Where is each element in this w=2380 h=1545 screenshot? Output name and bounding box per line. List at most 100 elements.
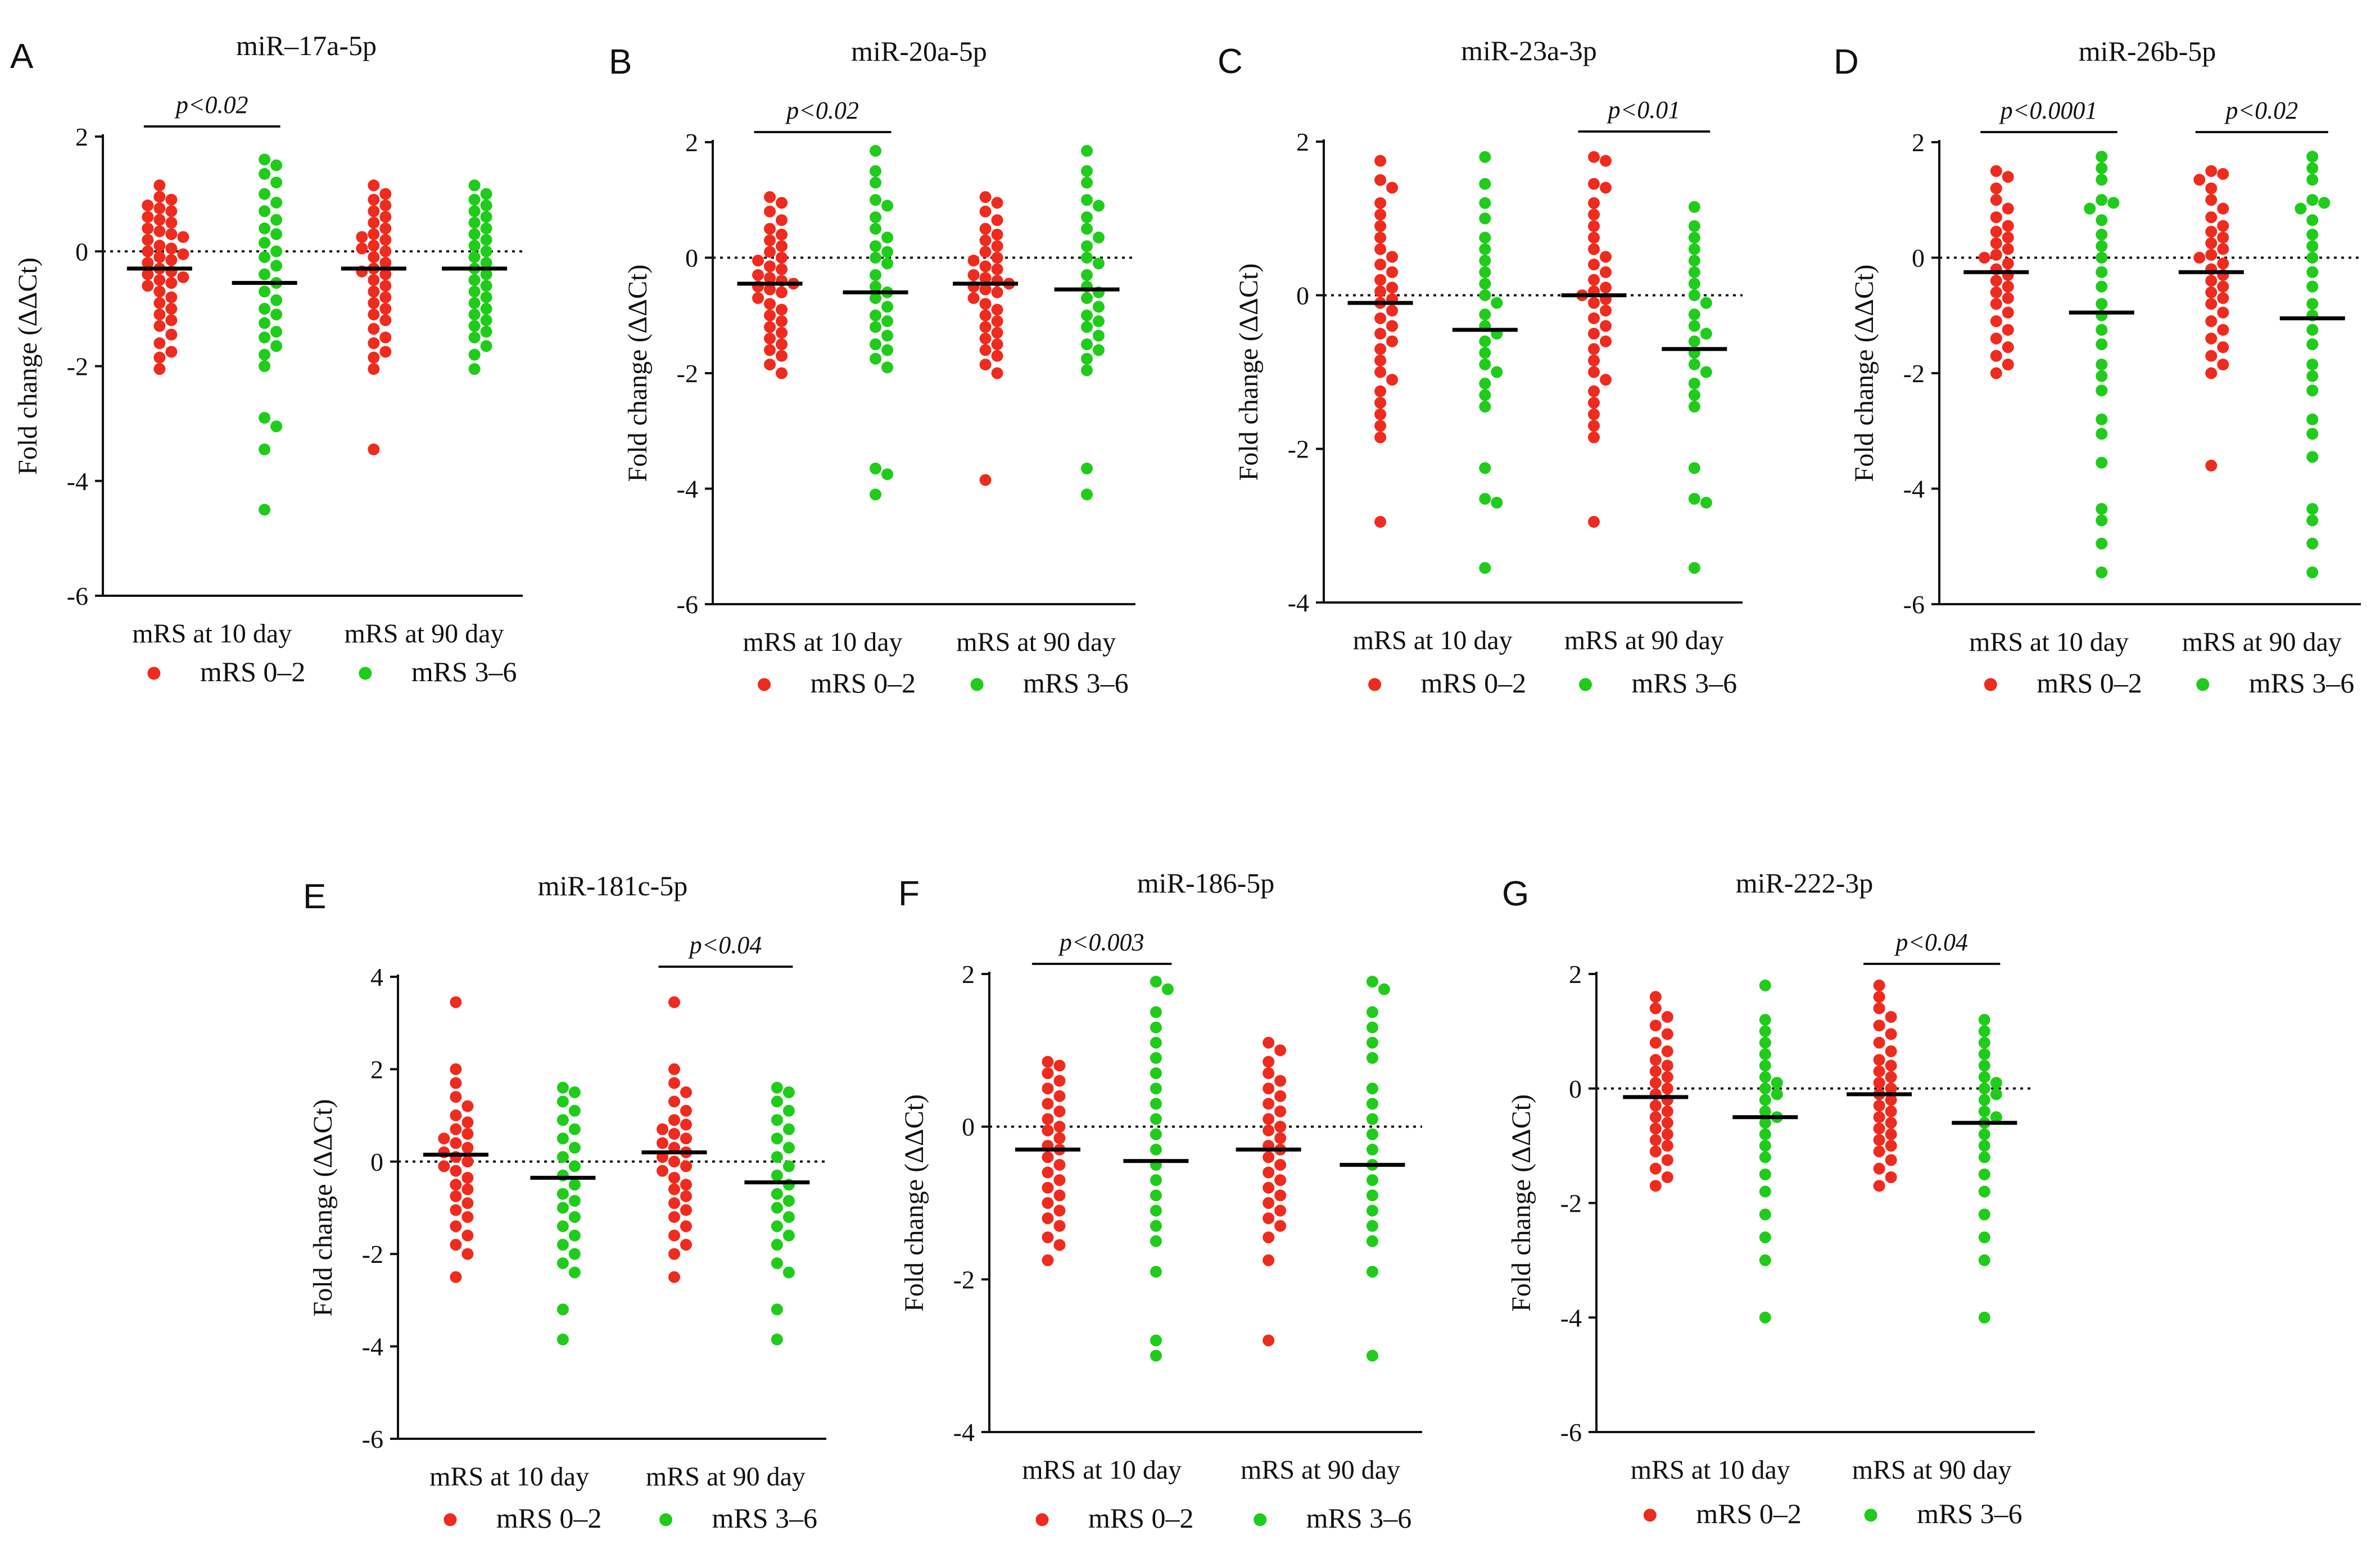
data-point bbox=[2096, 359, 2108, 371]
legend-label: mRS 0–2 bbox=[496, 1502, 602, 1534]
data-point bbox=[1081, 144, 1093, 157]
data-point bbox=[1873, 1002, 1885, 1014]
data-point bbox=[1688, 220, 1700, 232]
data-point bbox=[1374, 174, 1387, 186]
data-point bbox=[668, 1172, 680, 1184]
panel-letter-d: D bbox=[1834, 43, 1859, 81]
data-point bbox=[1093, 200, 1105, 212]
data-point bbox=[1374, 516, 1387, 528]
data-point bbox=[1150, 1067, 1162, 1080]
data-point bbox=[1990, 248, 2002, 261]
data-point bbox=[1990, 350, 2002, 362]
y-axis-label: Fold change (ΔΔCt) bbox=[899, 1094, 929, 1312]
series-a-3 bbox=[442, 179, 508, 375]
y-axis-label: Fold change (ΔΔCt) bbox=[1849, 265, 1879, 482]
data-point bbox=[1274, 1159, 1287, 1171]
data-point bbox=[1263, 1151, 1275, 1163]
data-point bbox=[2096, 266, 2108, 278]
data-point bbox=[1274, 1075, 1287, 1087]
data-point bbox=[752, 255, 764, 267]
data-point bbox=[764, 359, 776, 371]
data-point bbox=[468, 179, 481, 192]
data-point bbox=[153, 363, 166, 375]
data-point bbox=[1150, 1189, 1162, 1202]
data-point bbox=[1588, 343, 1600, 355]
series-b-3 bbox=[1054, 144, 1120, 501]
data-point bbox=[1885, 1028, 1897, 1040]
data-point bbox=[468, 348, 481, 361]
data-point bbox=[1759, 1231, 1771, 1244]
data-point bbox=[1274, 1189, 1287, 1202]
data-point bbox=[2217, 243, 2229, 255]
series-b-2 bbox=[953, 191, 1019, 486]
data-point bbox=[480, 200, 492, 212]
data-point bbox=[1873, 991, 1885, 1003]
data-point bbox=[1150, 1143, 1162, 1156]
data-point bbox=[1081, 364, 1093, 377]
data-point bbox=[2306, 566, 2319, 578]
data-point bbox=[764, 298, 776, 310]
data-point bbox=[1759, 1117, 1771, 1129]
y-tick-label: -2 bbox=[1903, 359, 1925, 388]
y-tick-label: 0 bbox=[1296, 281, 1309, 310]
data-point bbox=[368, 193, 380, 206]
data-point bbox=[468, 309, 481, 321]
data-point bbox=[153, 351, 166, 364]
data-point bbox=[2096, 456, 2108, 469]
data-point bbox=[1759, 1140, 1771, 1152]
data-point bbox=[680, 1220, 692, 1233]
data-point bbox=[1263, 1254, 1275, 1266]
data-point bbox=[1688, 232, 1700, 244]
data-point bbox=[1053, 1075, 1066, 1087]
data-point bbox=[1978, 1059, 1990, 1072]
data-point bbox=[1600, 282, 1612, 294]
data-point bbox=[1479, 562, 1491, 574]
data-point bbox=[1990, 332, 2002, 345]
data-point bbox=[1978, 252, 1990, 264]
data-point bbox=[870, 352, 882, 365]
data-point bbox=[468, 363, 481, 375]
y-tick-label: 0 bbox=[1912, 244, 1925, 273]
data-point bbox=[568, 1248, 581, 1260]
data-point bbox=[764, 260, 776, 273]
data-point bbox=[1093, 315, 1105, 328]
data-point bbox=[1150, 1082, 1162, 1095]
data-point bbox=[2002, 280, 2014, 293]
data-point bbox=[2205, 367, 2218, 379]
data-point bbox=[2096, 338, 2108, 351]
data-point bbox=[979, 283, 992, 296]
data-point bbox=[1759, 979, 1771, 991]
data-point bbox=[680, 1179, 692, 1191]
legend-label: mRS 3–6 bbox=[712, 1502, 817, 1534]
p-value-label: p<0.02 bbox=[2224, 97, 2298, 124]
data-point bbox=[1649, 1099, 1662, 1112]
data-point bbox=[881, 468, 894, 481]
series-e-1 bbox=[530, 1081, 596, 1345]
data-point bbox=[2205, 225, 2218, 238]
data-point bbox=[270, 260, 283, 272]
data-point bbox=[1081, 194, 1093, 206]
data-point bbox=[1661, 1117, 1673, 1129]
data-point bbox=[2096, 298, 2108, 310]
series-c-1 bbox=[1452, 151, 1518, 574]
data-point bbox=[870, 269, 882, 281]
data-point bbox=[1479, 243, 1491, 255]
data-point bbox=[1366, 1098, 1378, 1110]
data-point bbox=[776, 252, 788, 264]
data-point bbox=[368, 309, 380, 321]
data-point bbox=[379, 200, 392, 212]
data-point bbox=[1263, 1098, 1275, 1110]
panel-title-d: miR-26b-5p bbox=[2079, 35, 2216, 67]
data-point bbox=[776, 214, 788, 226]
data-point bbox=[1274, 1174, 1287, 1186]
data-point bbox=[379, 268, 392, 280]
data-point bbox=[1479, 266, 1491, 278]
data-point bbox=[1081, 463, 1093, 475]
data-point bbox=[2205, 315, 2218, 328]
data-point bbox=[764, 191, 776, 203]
data-point bbox=[1386, 182, 1399, 194]
data-point bbox=[556, 1132, 569, 1145]
legend-label: mRS 0–2 bbox=[1088, 1502, 1194, 1534]
data-point bbox=[1081, 223, 1093, 235]
